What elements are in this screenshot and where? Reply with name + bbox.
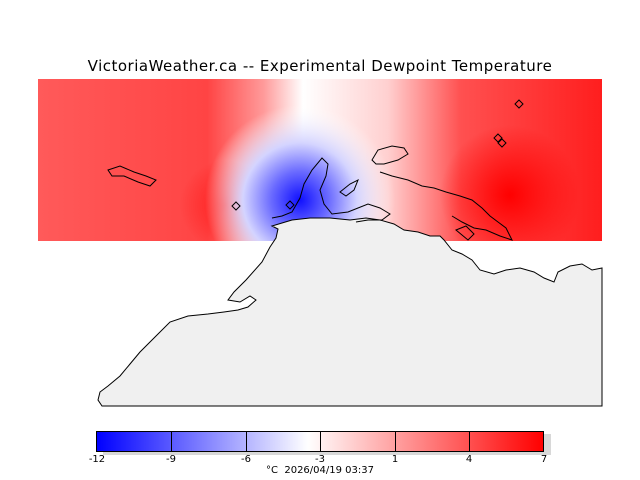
colorbar-tick-label: -12 — [88, 454, 106, 465]
station-marker — [285, 200, 295, 210]
colorbar-tick-label: -6 — [241, 454, 251, 465]
colorbar-tick-label: 7 — [540, 454, 548, 465]
colorbar-tick — [320, 431, 321, 452]
station-marker — [231, 201, 241, 211]
station-marker — [493, 133, 503, 143]
station-marker — [497, 138, 507, 148]
station-marker — [514, 99, 524, 109]
colorbar-tick-label: 4 — [465, 454, 473, 465]
colorbar-tick — [171, 431, 172, 452]
timestamp: 2026/04/19 03:37 — [284, 465, 374, 476]
colorbar-tick-label: 1 — [391, 454, 399, 465]
colorbar-tick — [469, 431, 470, 452]
colorbar-tick-label: -3 — [315, 454, 325, 465]
unit-label: °C — [266, 465, 278, 476]
colorbar-tick — [246, 431, 247, 452]
colorbar-tick — [395, 431, 396, 452]
land-mass — [97, 217, 603, 407]
dewpoint-field — [38, 79, 602, 241]
coastlines — [107, 145, 513, 241]
map-title: VictoriaWeather.ca -- Experimental Dewpo… — [87, 57, 553, 75]
legend-footer: °C 2026/04/19 03:37 — [0, 465, 640, 476]
colorbar-tick-label: -9 — [166, 454, 176, 465]
station-markers — [231, 99, 524, 211]
